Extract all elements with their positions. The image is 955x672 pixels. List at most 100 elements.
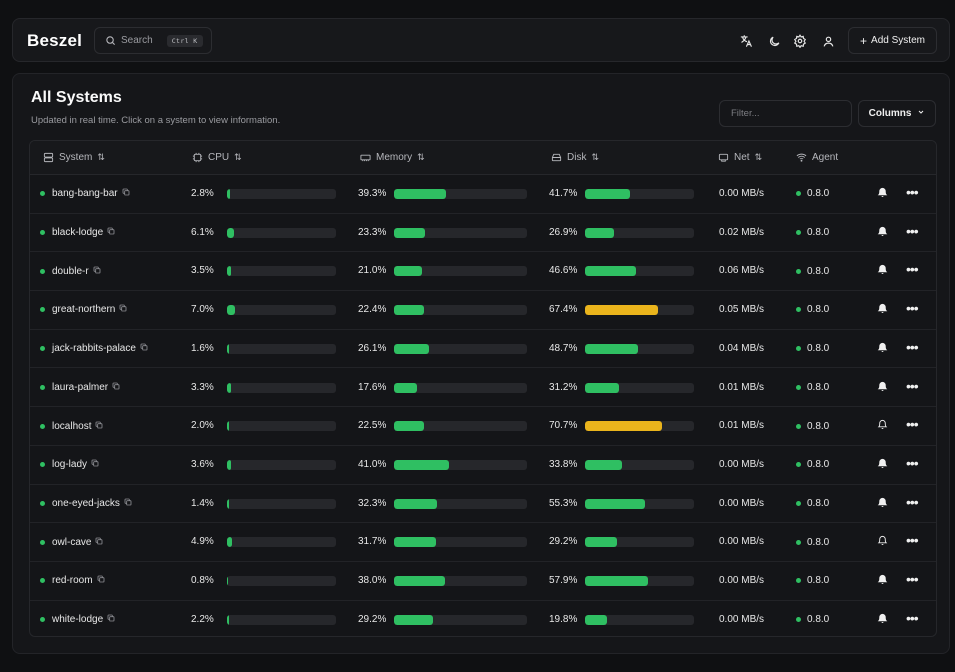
- system-name-cell[interactable]: red-room: [40, 562, 105, 600]
- table-row[interactable]: log-lady 3.6% 41.0% 33.8% 0.00 MB/s 0.8.…: [30, 446, 936, 485]
- disk-value: 57.9%: [549, 575, 578, 586]
- more-options-icon[interactable]: •••: [906, 222, 919, 239]
- agent-status-dot: [796, 500, 801, 506]
- table-row[interactable]: one-eyed-jacks 1.4% 32.3% 55.3% 0.00 MB/…: [30, 485, 936, 524]
- system-name: jack-rabbits-palace: [52, 343, 136, 355]
- bell-icon[interactable]: [877, 226, 888, 240]
- user-icon[interactable]: [819, 32, 837, 50]
- search-button[interactable]: Search Ctrl K: [94, 27, 212, 54]
- filter-input[interactable]: Filter...: [719, 100, 852, 127]
- table-row[interactable]: jack-rabbits-palace 1.6% 26.1% 48.7% 0.0…: [30, 330, 936, 369]
- bell-icon[interactable]: [877, 381, 888, 395]
- table-row[interactable]: black-lodge 6.1% 23.3% 26.9% 0.02 MB/s 0…: [30, 214, 936, 253]
- column-header-system[interactable]: System ⇅: [43, 152, 105, 163]
- system-name-cell[interactable]: bang-bang-bar: [40, 175, 130, 213]
- copy-icon[interactable]: [107, 614, 115, 625]
- copy-icon[interactable]: [140, 343, 148, 354]
- agent-version: 0.8.0: [807, 497, 830, 509]
- system-name-cell[interactable]: black-lodge: [40, 214, 115, 252]
- system-name-cell[interactable]: one-eyed-jacks: [40, 485, 132, 523]
- system-name-cell[interactable]: log-lady: [40, 446, 99, 484]
- system-name-cell[interactable]: owl-cave: [40, 523, 103, 561]
- more-options-icon[interactable]: •••: [906, 300, 919, 317]
- bell-icon[interactable]: [877, 458, 888, 472]
- search-shortcut: Ctrl K: [166, 34, 203, 47]
- net-value: 0.00 MB/s: [719, 188, 765, 199]
- bell-icon[interactable]: [877, 342, 888, 356]
- column-header-cpu[interactable]: CPU ⇅: [192, 152, 242, 163]
- bell-icon[interactable]: [877, 497, 888, 511]
- agent-status-dot: [796, 462, 801, 468]
- system-name-cell[interactable]: localhost: [40, 407, 103, 445]
- more-options-icon[interactable]: •••: [906, 261, 919, 278]
- bell-icon[interactable]: [877, 574, 888, 588]
- disk-bar-fill: [585, 614, 607, 625]
- more-options-icon[interactable]: •••: [906, 338, 919, 355]
- disk-bar: [585, 227, 694, 238]
- table-header: System ⇅ CPU ⇅ Memory ⇅ Disk ⇅ Net ⇅: [30, 141, 936, 175]
- disk-bar: [585, 343, 694, 354]
- settings-gear-icon[interactable]: [791, 32, 809, 50]
- bell-outline-icon[interactable]: [877, 419, 888, 433]
- system-name-cell[interactable]: white-lodge: [40, 601, 115, 636]
- bell-icon[interactable]: [877, 264, 888, 278]
- bell-icon[interactable]: [877, 187, 888, 201]
- memory-bar: [394, 343, 527, 354]
- sort-icon: ⇅: [234, 152, 242, 162]
- copy-icon[interactable]: [91, 459, 99, 470]
- more-options-icon[interactable]: •••: [906, 184, 919, 200]
- beszel-logo[interactable]: Beszel: [27, 31, 83, 50]
- bell-outline-icon[interactable]: [877, 535, 888, 549]
- copy-icon[interactable]: [93, 266, 101, 277]
- table-row[interactable]: red-room 0.8% 38.0% 57.9% 0.00 MB/s 0.8.…: [30, 562, 936, 601]
- disk-bar-fill: [585, 382, 619, 393]
- copy-icon[interactable]: [95, 421, 103, 432]
- system-name-cell[interactable]: great-northern: [40, 291, 127, 329]
- agent-cell: 0.8.0: [796, 562, 829, 600]
- columns-dropdown-button[interactable]: Columns: [858, 100, 936, 127]
- copy-icon[interactable]: [97, 575, 105, 586]
- table-row[interactable]: owl-cave 4.9% 31.7% 29.2% 0.00 MB/s 0.8.…: [30, 523, 936, 562]
- system-name-cell[interactable]: jack-rabbits-palace: [40, 330, 148, 368]
- cpu-bar: [227, 227, 336, 238]
- status-dot: [40, 268, 45, 274]
- table-row[interactable]: laura-palmer 3.3% 17.6% 31.2% 0.01 MB/s …: [30, 369, 936, 408]
- memory-value: 23.3%: [358, 226, 387, 238]
- theme-toggle-icon[interactable]: [765, 32, 783, 50]
- copy-icon[interactable]: [122, 188, 130, 199]
- system-name-cell[interactable]: double-r: [40, 252, 101, 290]
- agent-cell: 0.8.0: [796, 252, 829, 290]
- cpu-bar-fill: [227, 227, 234, 238]
- add-system-button[interactable]: + Add System: [848, 27, 937, 54]
- bell-icon[interactable]: [877, 613, 888, 627]
- table-row[interactable]: localhost 2.0% 22.5% 70.7% 0.01 MB/s 0.8…: [30, 407, 936, 446]
- copy-icon[interactable]: [112, 382, 120, 393]
- column-header-net[interactable]: Net ⇅: [718, 152, 762, 163]
- cpu-value: 4.9%: [191, 536, 214, 548]
- system-name-cell[interactable]: laura-palmer: [40, 369, 120, 407]
- memory-bar-fill: [394, 189, 447, 199]
- disk-bar: [585, 537, 694, 548]
- table-row[interactable]: white-lodge 2.2% 29.2% 19.8% 0.00 MB/s 0…: [30, 601, 936, 636]
- more-options-icon[interactable]: •••: [906, 416, 919, 433]
- more-options-icon[interactable]: •••: [906, 571, 919, 587]
- copy-icon[interactable]: [95, 537, 103, 548]
- more-options-icon[interactable]: •••: [906, 532, 919, 549]
- table-row[interactable]: great-northern 7.0% 22.4% 67.4% 0.05 MB/…: [30, 291, 936, 330]
- copy-icon[interactable]: [124, 498, 132, 509]
- bell-icon[interactable]: [877, 303, 888, 317]
- copy-icon[interactable]: [119, 304, 127, 315]
- more-options-icon[interactable]: •••: [906, 454, 919, 471]
- copy-icon[interactable]: [107, 227, 115, 238]
- table-row[interactable]: bang-bang-bar 2.8% 39.3% 41.7% 0.00 MB/s…: [30, 175, 936, 214]
- column-header-memory[interactable]: Memory ⇅: [360, 152, 425, 163]
- more-options-icon[interactable]: •••: [906, 609, 919, 626]
- table-row[interactable]: double-r 3.5% 21.0% 46.6% 0.06 MB/s 0.8.…: [30, 252, 936, 292]
- column-header-disk[interactable]: Disk ⇅: [551, 152, 599, 163]
- memory-bar-fill: [394, 266, 422, 277]
- disk-value: 19.8%: [549, 613, 578, 625]
- network-icon: [718, 153, 729, 162]
- language-icon[interactable]: [737, 32, 755, 50]
- more-options-icon[interactable]: •••: [906, 493, 919, 510]
- more-options-icon[interactable]: •••: [906, 377, 919, 394]
